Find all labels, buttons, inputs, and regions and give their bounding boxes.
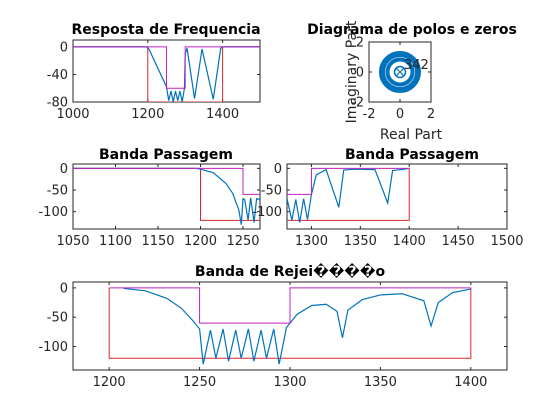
- y-tick-label: -100: [38, 340, 68, 355]
- y-tick-label: 0: [60, 40, 68, 55]
- zero-marker: [393, 65, 407, 79]
- series-template: [287, 167, 410, 195]
- x-tick-label: 1250: [226, 234, 259, 249]
- chart-title: Resposta de Frequencia: [71, 22, 260, 38]
- x-tick-label: 1200: [184, 234, 217, 249]
- series-response: [73, 167, 260, 225]
- panel-pass-band-right: Banda Passagem 1300 1350 1400 1450 1500 0 -50 -…: [252, 147, 523, 249]
- y-tick-label: 0: [60, 162, 68, 177]
- x-tick-label: 1200: [93, 375, 126, 390]
- zero-cross: [395, 67, 405, 77]
- y-axis-label: Imaginary Part: [344, 20, 360, 123]
- panel-stop-band: Banda de Rejei����o 1200 1250 1300 1350 1400…: [38, 263, 508, 390]
- x-tick-label: 1150: [141, 234, 174, 249]
- chart-title: Banda de Rejei����o: [195, 263, 386, 280]
- x-tick-label: 1100: [99, 234, 132, 249]
- series-template: [109, 287, 471, 324]
- series-response: [123, 287, 471, 365]
- x-tick-label: 1300: [273, 375, 306, 390]
- x-tick-label: 1400: [206, 107, 239, 122]
- chart-title: Diagrama de polos e zeros: [307, 22, 517, 38]
- x-tick-label: 1400: [393, 234, 426, 249]
- x-tick-label: 1250: [183, 375, 216, 390]
- x-tick-label: -2: [363, 107, 376, 122]
- y-tick-label: 0: [60, 281, 68, 296]
- series-response: [287, 167, 410, 223]
- series-spec_mask: [287, 168, 410, 221]
- panel-pass-band-left: Banda Passagem 1050 1100 1150 1200 1250 0 -50 -…: [38, 147, 261, 249]
- x-tick-label: 1400: [454, 375, 487, 390]
- chart-title: Banda Passagem: [99, 147, 233, 163]
- y-tick-label: -80: [47, 96, 68, 111]
- pole-ring: [385, 57, 415, 87]
- chart-title: Banda Passagem: [345, 147, 479, 163]
- y-tick-label: -50: [47, 184, 68, 199]
- x-tick-label: 2: [427, 107, 435, 122]
- y-tick-label: -100: [252, 205, 282, 220]
- y-tick-label: -2: [351, 96, 364, 111]
- panel-freq-response: Resposta de Frequencia 1000 1200 1400 0 -40 -…: [47, 22, 261, 122]
- x-axis-label: Real Part: [380, 127, 443, 143]
- x-tick-label: 1200: [131, 107, 164, 122]
- plot-area: [72, 163, 261, 230]
- series-template: [73, 46, 260, 89]
- series-response: [73, 46, 260, 102]
- multiplicity-annotation: 342: [404, 58, 429, 73]
- y-tick-label: 2: [356, 36, 364, 51]
- pole-ring: [379, 51, 421, 93]
- x-tick-label: 1300: [295, 234, 328, 249]
- x-tick-label: 0: [396, 107, 404, 122]
- y-tick-label: 0: [356, 66, 364, 81]
- series-template: [73, 167, 260, 195]
- y-tick-label: -50: [47, 311, 68, 326]
- x-tick-label: 1000: [56, 107, 89, 122]
- series-spec_mask: [108, 287, 472, 359]
- plot-area: [286, 163, 508, 230]
- panel-pole-zero: Diagrama de polos e zeros -2 0 2 2 0 -2 342 Re…: [307, 20, 517, 143]
- x-tick-label: 1500: [490, 234, 523, 249]
- y-tick-label: -100: [38, 205, 68, 220]
- x-tick-label: 1050: [56, 234, 89, 249]
- y-tick-label: 0: [274, 162, 282, 177]
- x-tick-label: 1450: [442, 234, 475, 249]
- y-tick-label: -50: [261, 184, 282, 199]
- y-tick-label: -40: [47, 68, 68, 83]
- x-tick-label: 1350: [364, 375, 397, 390]
- x-tick-label: 1350: [344, 234, 377, 249]
